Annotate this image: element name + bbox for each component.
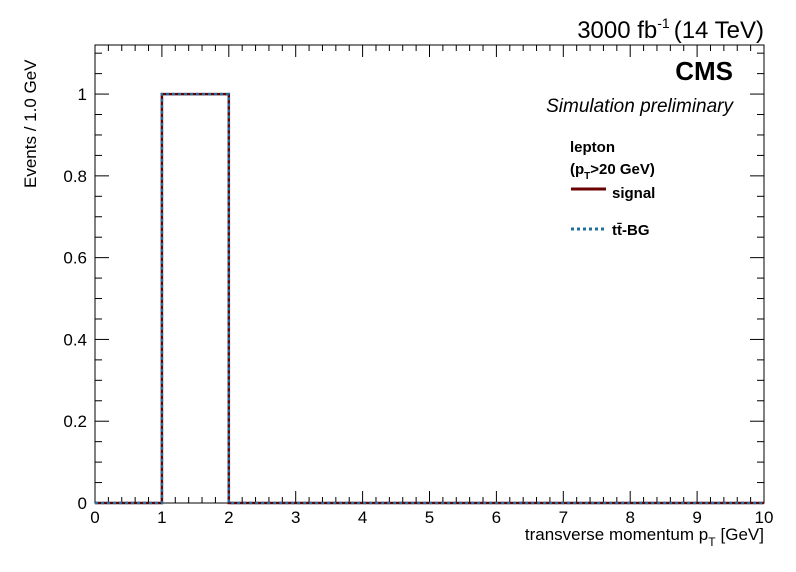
y-tick-label: 0.6 — [63, 249, 87, 268]
y-tick-label: 1 — [78, 85, 87, 104]
x-tick-label: 8 — [625, 508, 634, 527]
y-tick-label: 0 — [78, 494, 87, 513]
x-tick-label: 5 — [425, 508, 434, 527]
legend-label-signal: signal — [612, 185, 655, 202]
legend: lepton (pT>20 GeV) signal tt̄-BG — [570, 139, 655, 239]
luminosity-label: 3000 fb-1 (14 TeV) — [577, 15, 764, 44]
x-tick-label: 2 — [224, 508, 233, 527]
legend-header-line1: lepton — [570, 139, 615, 156]
subtitle-label: Simulation preliminary — [546, 96, 734, 117]
series-line-ttbar — [95, 92, 764, 505]
y-tick-label: 0.8 — [63, 167, 87, 186]
x-axis-title: transverse momentum pT [GeV] — [525, 525, 764, 549]
y-axis: 0 0.2 0.4 0.6 0.8 1 — [63, 52, 764, 513]
y-tick-label: 0.4 — [63, 330, 87, 349]
x-tick-label: 3 — [291, 508, 300, 527]
legend-label-ttbar: tt̄-BG — [612, 222, 650, 239]
x-tick-label: 7 — [559, 508, 568, 527]
series-layer — [95, 92, 764, 505]
experiment-label: CMS — [675, 56, 733, 86]
x-tick-label: 0 — [90, 508, 99, 527]
series-line-signal — [95, 92, 764, 505]
x-axis: 0 1 2 3 4 5 6 7 8 9 10 — [90, 45, 773, 527]
y-tick-label: 0.2 — [63, 412, 87, 431]
x-tick-label: 10 — [755, 508, 774, 527]
x-tick-label: 6 — [492, 508, 501, 527]
y-axis-title: Events / 1.0 GeV — [21, 59, 40, 188]
legend-header-line2: (pT>20 GeV) — [570, 161, 655, 182]
x-tick-label: 4 — [358, 508, 367, 527]
x-tick-label: 1 — [157, 508, 166, 527]
x-tick-label: 9 — [692, 508, 701, 527]
